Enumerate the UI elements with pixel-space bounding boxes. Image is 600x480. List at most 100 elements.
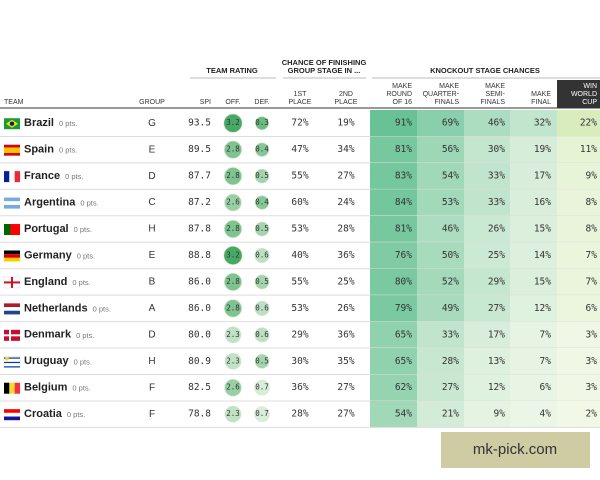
column-header: MAKE: [531, 91, 551, 98]
rating-bubble: [224, 326, 242, 344]
team-points: 0 pts.: [59, 119, 77, 128]
team-name: Spain: [24, 144, 54, 156]
cell-shade: [510, 215, 557, 243]
cell-second: 27%: [337, 171, 354, 182]
cell-shade: [417, 110, 464, 137]
cell-win: 3%: [586, 356, 598, 367]
cell-shade: [464, 162, 510, 190]
cell-shade: [417, 400, 464, 428]
cell-shade: [510, 348, 557, 375]
cell-shade: [370, 215, 417, 243]
cell-qf: 27%: [442, 382, 459, 393]
cell-final: 17%: [534, 171, 551, 182]
cell-qf: 69%: [442, 118, 459, 129]
group: C: [148, 197, 155, 208]
cell-shade: [464, 374, 510, 401]
team-name: Croatia: [24, 408, 63, 420]
group: D: [148, 171, 155, 182]
column-header: ROUND: [386, 91, 412, 98]
cell-r16: 81%: [395, 144, 412, 155]
cell-final: 15%: [534, 276, 551, 287]
team-name: Belgium: [24, 382, 68, 394]
flag-icon: [4, 250, 20, 262]
cell-shade: [370, 189, 417, 216]
cell-shade: [370, 400, 417, 428]
rating-bubble: [254, 380, 270, 396]
cell-sf: 30%: [488, 144, 505, 155]
cell-r16: 65%: [395, 329, 412, 340]
column-header: 2ND: [339, 91, 353, 98]
rating-bubble: [224, 193, 242, 212]
cell-def: 0.7: [255, 383, 269, 392]
cell-qf: 52%: [442, 276, 459, 287]
team-points: 0 pts.: [74, 357, 92, 366]
cell-shade: [510, 136, 557, 163]
cell-first: 36%: [291, 382, 308, 393]
flag: [14, 382, 21, 394]
rating-bubble: [254, 353, 270, 369]
cell-shade: [370, 348, 417, 375]
cell-shade: [370, 110, 417, 137]
cell-shade: [464, 295, 510, 322]
team-name: Germany: [24, 249, 73, 261]
flag: [4, 204, 20, 209]
cell-qf: 56%: [442, 144, 459, 155]
flag-icon: [3, 276, 21, 289]
cell-sf: 13%: [488, 356, 505, 367]
cell-def: 0.3: [255, 118, 269, 127]
flag: [4, 171, 10, 183]
team-name: England: [24, 276, 67, 288]
team-points: 0 pts.: [72, 384, 90, 393]
group: H: [148, 356, 155, 367]
flag: [4, 254, 20, 258]
cell-shade: [510, 321, 557, 349]
flag: [4, 197, 20, 202]
cell-shade: [464, 268, 510, 296]
cell-second: 35%: [337, 356, 354, 367]
cell-win: 8%: [586, 197, 598, 208]
cell-shade: [417, 215, 464, 243]
cell-off: 2.3: [226, 409, 240, 418]
column-header: SPI: [200, 99, 211, 106]
cell-shade: [370, 162, 417, 190]
cell-second: 28%: [337, 224, 354, 235]
cell-first: 28%: [291, 409, 308, 420]
team-points: 0 pts.: [76, 331, 94, 340]
cell-r16: 76%: [395, 250, 412, 261]
cell-first: 29%: [291, 329, 308, 340]
cell-def: 0.6: [255, 250, 269, 259]
watermark: mk-pick.com: [473, 441, 557, 458]
cell-win: 11%: [580, 144, 597, 155]
cell-sf: 29%: [488, 276, 505, 287]
cell-def: 0.5: [255, 356, 269, 365]
column-header: WORLD: [571, 91, 597, 98]
cell-r16: 80%: [395, 276, 412, 287]
cell-shade: [417, 295, 464, 322]
cell-off: 3.2: [226, 250, 240, 259]
cell-second: 26%: [337, 303, 354, 314]
rating-bubble: [254, 406, 270, 422]
cell-shade: [370, 136, 417, 163]
rating-bubble: [224, 167, 242, 186]
rating-bubble: [224, 379, 242, 397]
flag-icon: [4, 118, 20, 130]
rating-bubble: [254, 221, 270, 237]
cell-second: 19%: [337, 118, 354, 129]
cell-qf: 21%: [442, 409, 459, 420]
flag: [4, 382, 10, 394]
flag: [4, 334, 20, 337]
rating-bubble: [224, 405, 242, 423]
flag-icon: [4, 197, 20, 209]
cell-qf: 46%: [442, 224, 459, 235]
cell-r16: 91%: [395, 118, 412, 129]
cell-shade: [417, 242, 464, 269]
team-points: 0 pts.: [65, 172, 83, 181]
cell-def: 0.5: [255, 224, 269, 233]
cell-sf: 46%: [488, 118, 505, 129]
flag-icon: [4, 303, 20, 315]
cell-off: 3.2: [226, 118, 240, 127]
rating-bubble: [254, 142, 270, 157]
flag: [4, 409, 20, 413]
watermark-box: [441, 432, 590, 468]
column-header: CUP: [582, 99, 597, 106]
